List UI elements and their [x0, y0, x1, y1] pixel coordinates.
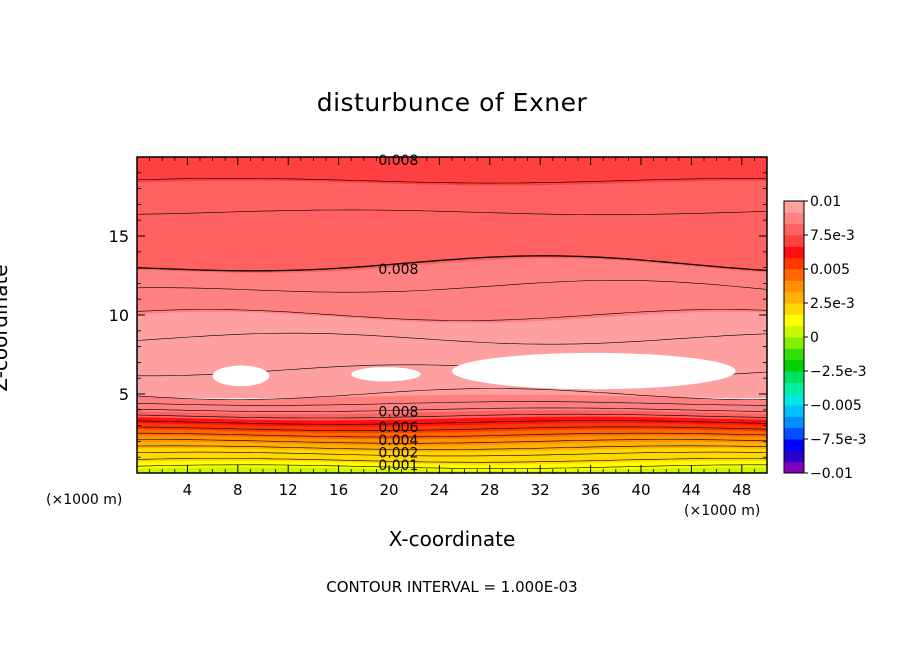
- contour-band: [137, 157, 767, 186]
- y-tick-label: 5: [119, 385, 129, 404]
- colorbar-swatch: [784, 461, 804, 474]
- colorbar-swatch: [784, 246, 804, 259]
- colorbar-swatch: [784, 427, 804, 440]
- colorbar-swatch: [784, 257, 804, 270]
- contour-label: 0.008: [378, 404, 418, 420]
- contour-line: [136, 426, 768, 432]
- contour-band: [137, 414, 767, 427]
- contour-label: 0.008: [378, 153, 418, 169]
- colorbar-label: 2.5e-3: [810, 296, 855, 312]
- colorbar-swatch: [784, 348, 804, 361]
- blank-region: [351, 367, 421, 382]
- contour-band: [137, 255, 767, 295]
- contour-line: [136, 464, 767, 469]
- contour-line: [136, 388, 768, 400]
- colorbar-swatch: [784, 382, 804, 395]
- blank-region: [452, 352, 736, 390]
- x-axis-label: X-coordinate: [388, 527, 516, 551]
- y-tick-label: 15: [109, 227, 129, 246]
- contour-line: [136, 401, 767, 406]
- colorbar-swatch: [784, 280, 804, 293]
- colorbar-label: −0.005: [810, 398, 862, 414]
- colorbar-label: −2.5e-3: [810, 364, 867, 380]
- colorbar-swatch: [784, 212, 804, 225]
- colorbar-swatch: [784, 393, 804, 406]
- contour-band: [137, 309, 767, 347]
- contour-line: [137, 439, 768, 444]
- contour-line: [137, 432, 768, 438]
- colorbar-swatch: [784, 337, 804, 349]
- contour-label: 0.002: [378, 445, 418, 461]
- colorbar-label: −7.5e-3: [810, 432, 867, 448]
- colorbar-label: 7.5e-3: [810, 228, 855, 244]
- colorbar-swatch: [784, 325, 804, 338]
- colorbar-swatch: [784, 314, 804, 327]
- colorbar-swatch: [784, 223, 804, 236]
- colorbar-swatch: [784, 450, 804, 463]
- x-tick-label: 4: [183, 481, 193, 499]
- contour-band: [137, 364, 767, 399]
- contour-line: [136, 255, 768, 272]
- chart-title: disturbunce of Exner: [316, 88, 588, 117]
- x-tick-label: 12: [279, 481, 298, 499]
- colorbar-swatch: [784, 235, 804, 247]
- colorbar-swatch: [784, 359, 804, 372]
- colorbar-label: 0.01: [810, 194, 841, 210]
- colorbar-label: −0.01: [810, 466, 853, 482]
- contour-line: [136, 451, 768, 457]
- x-tick-label: 16: [329, 481, 348, 499]
- y-tick-label: 10: [109, 306, 129, 325]
- contour-line: [136, 309, 768, 321]
- colorbar-swatch: [784, 405, 804, 417]
- x-tick-label: 36: [581, 481, 600, 499]
- contour-line: [136, 332, 768, 345]
- contour-line: [136, 407, 768, 413]
- x-unit-right: (×1000 m): [684, 503, 761, 519]
- x-tick-label: 28: [480, 481, 499, 499]
- contour-line: [136, 445, 768, 450]
- contour-label: 0.001: [378, 458, 418, 474]
- contour-label: 0.008: [378, 262, 418, 278]
- colorbar-swatch: [784, 371, 804, 383]
- contour-label: 0.006: [378, 420, 418, 436]
- contour-line: [136, 280, 768, 293]
- contour-label: 0.004: [378, 433, 418, 449]
- contour-band: [137, 407, 767, 421]
- colorbar-swatch: [784, 439, 804, 451]
- x-tick-label: 44: [682, 481, 701, 499]
- colorbar-swatch: [784, 291, 804, 304]
- colorbar-label: 0: [810, 330, 819, 346]
- contour-line: [136, 209, 768, 215]
- contour-band: [137, 401, 767, 415]
- x-tick-label: 8: [233, 481, 243, 499]
- colorbar-label: 0.005: [810, 262, 850, 278]
- contour-line: [136, 420, 768, 425]
- blank-region: [212, 365, 270, 387]
- contour-band: [137, 178, 767, 217]
- contour-line: [136, 178, 768, 184]
- colorbar-swatch: [784, 269, 804, 281]
- contour-interval-note: CONTOUR INTERVAL = 1.000E-03: [326, 578, 578, 596]
- x-tick-label: 24: [430, 481, 449, 499]
- x-tick-label: 40: [631, 481, 650, 499]
- contour-line: [136, 413, 768, 419]
- contour-line: [136, 458, 768, 463]
- colorbar-swatch: [784, 303, 804, 315]
- x-tick-label: 20: [379, 481, 398, 499]
- x-unit-left: (×1000 m): [46, 492, 123, 508]
- x-tick-label: 48: [732, 481, 751, 499]
- colorbar-swatch: [784, 201, 804, 213]
- colorbar-swatch: [784, 416, 804, 429]
- x-tick-label: 32: [531, 481, 550, 499]
